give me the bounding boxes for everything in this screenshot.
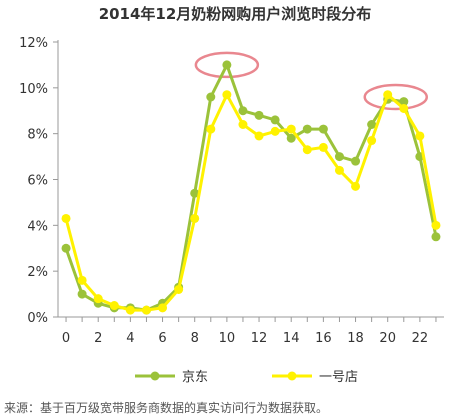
x-tick-label: 6 [158, 331, 166, 346]
legend-label: 京东 [182, 370, 208, 385]
data-point [254, 131, 264, 141]
y-tick-label: 2% [27, 265, 48, 280]
data-point [206, 124, 216, 134]
legend-swatch-marker [287, 371, 297, 381]
legend-item-yhd: 一号店 [272, 370, 358, 385]
data-point [270, 115, 280, 125]
legend: 京东 一号店 [135, 370, 358, 385]
data-point [109, 301, 119, 311]
y-tick-label: 12% [19, 36, 48, 51]
series-jd [61, 60, 441, 315]
data-point [367, 120, 377, 129]
source-note: 来源：基于百万级宽带服务商数据的真实访问行为数据获取。 [4, 400, 328, 415]
data-point [61, 213, 71, 223]
data-point [77, 275, 87, 285]
highlight-ellipse [194, 51, 260, 79]
x-tick-label: 4 [126, 331, 134, 346]
x-tick-label: 0 [62, 331, 70, 346]
data-point [286, 133, 296, 143]
y-tick-label: 10% [19, 82, 48, 97]
data-point [141, 305, 151, 315]
data-point [334, 165, 344, 175]
y-tick-label: 8% [27, 128, 48, 143]
data-point [238, 120, 248, 129]
data-point [399, 97, 409, 107]
x-tick-label: 2 [94, 331, 102, 346]
y-tick-label: 0% [27, 311, 48, 326]
data-point [286, 124, 296, 134]
x-tick-label: 10 [219, 331, 236, 346]
x-tick-label: 20 [379, 331, 396, 346]
legend-item-jd: 京东 [135, 370, 208, 385]
legend-swatch-marker [150, 371, 160, 381]
data-point [318, 124, 328, 134]
data-point [238, 106, 248, 116]
x-tick-label: 16 [315, 331, 332, 346]
data-point [431, 232, 441, 242]
data-point [351, 181, 361, 191]
series-yhd [61, 90, 441, 315]
x-tick-label: 8 [191, 331, 199, 346]
data-point [93, 294, 103, 304]
x-tick-label: 18 [347, 331, 364, 346]
data-point [158, 303, 168, 313]
data-point [270, 126, 280, 136]
data-point [399, 103, 409, 113]
data-point [222, 60, 232, 70]
series-line-yhd [64, 93, 438, 312]
data-point [318, 142, 328, 152]
data-point [190, 188, 200, 198]
y-tick-label: 6% [27, 174, 48, 189]
x-tick-label: 22 [412, 331, 429, 346]
data-point [351, 156, 361, 166]
data-point [415, 131, 425, 141]
annotation-circles [194, 51, 428, 111]
data-point [334, 152, 344, 162]
data-point [383, 90, 393, 100]
series-line-jd [64, 63, 438, 312]
data-point [190, 213, 200, 223]
data-point [77, 289, 87, 299]
data-point [431, 220, 441, 230]
data-point [61, 243, 71, 253]
highlight-ellipse [363, 83, 428, 111]
series-group [61, 60, 441, 315]
data-point [222, 90, 232, 100]
data-point [367, 136, 377, 146]
data-point [302, 124, 312, 134]
x-tick-label: 14 [283, 331, 300, 346]
x-tick-label: 12 [251, 331, 268, 346]
chart-title: 2014年12月奶粉网购用户浏览时段分布 [99, 5, 372, 23]
data-point [174, 285, 184, 294]
legend-label: 一号店 [319, 370, 358, 385]
y-tick-label: 4% [27, 219, 48, 234]
axes: 0% 2% 4% 6% 8% 10% 12% 0 2 4 6 8 10 12 14 16 18 20 22 [19, 36, 444, 346]
data-point [206, 92, 216, 102]
data-point [125, 305, 135, 315]
data-point [254, 110, 264, 120]
data-point [302, 145, 312, 155]
